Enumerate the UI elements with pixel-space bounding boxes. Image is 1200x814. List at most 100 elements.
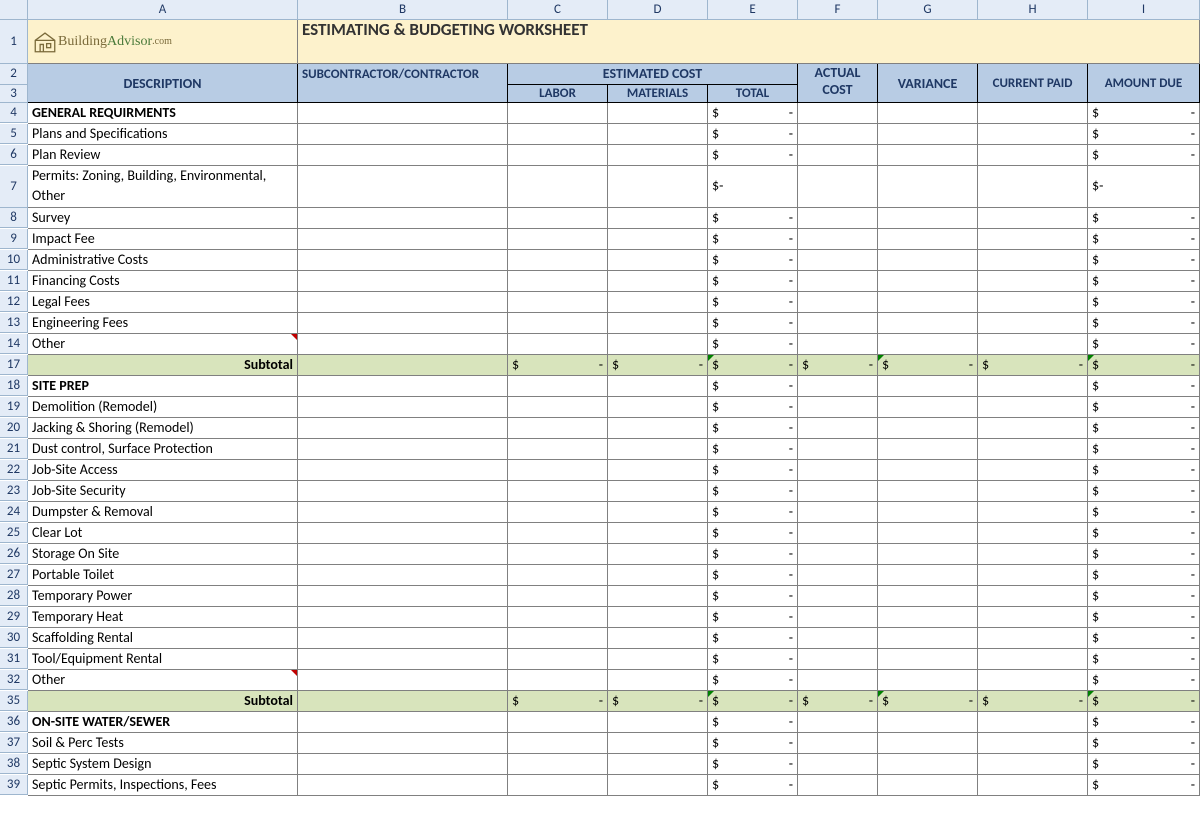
cell[interactable]: [298, 124, 508, 145]
cell[interactable]: [978, 334, 1088, 355]
cell[interactable]: [978, 292, 1088, 313]
cell[interactable]: [298, 691, 508, 712]
cell[interactable]: [878, 376, 978, 397]
row-header[interactable]: 27: [0, 565, 28, 585]
cell[interactable]: [608, 376, 708, 397]
cell[interactable]: [298, 523, 508, 544]
cell-money[interactable]: $-: [708, 607, 798, 628]
cell-description[interactable]: Subtotal: [28, 355, 298, 376]
worksheet-title[interactable]: ESTIMATING & BUDGETING WORKSHEET: [298, 20, 1200, 64]
cell[interactable]: [298, 292, 508, 313]
cell[interactable]: [298, 145, 508, 166]
cell[interactable]: [608, 628, 708, 649]
cell-description[interactable]: Other: [28, 334, 298, 355]
cell[interactable]: [978, 733, 1088, 754]
cell-money[interactable]: $-: [1088, 103, 1200, 124]
row-header[interactable]: 13: [0, 313, 28, 333]
cell-money[interactable]: $-: [708, 523, 798, 544]
cell[interactable]: [978, 166, 1088, 208]
row-header[interactable]: 32: [0, 670, 28, 690]
cell[interactable]: [608, 208, 708, 229]
row-header[interactable]: 20: [0, 418, 28, 438]
row-header[interactable]: 4: [0, 103, 28, 123]
cell-description[interactable]: Engineering Fees: [28, 313, 298, 334]
header-variance[interactable]: VARIANCE: [878, 64, 978, 103]
cell[interactable]: [978, 586, 1088, 607]
cell-money[interactable]: $-: [978, 691, 1088, 712]
cell[interactable]: [298, 712, 508, 733]
cell[interactable]: [978, 775, 1088, 796]
cell[interactable]: [878, 439, 978, 460]
cell-description[interactable]: Soil & Perc Tests: [28, 733, 298, 754]
row-header[interactable]: 2: [0, 64, 28, 85]
cell[interactable]: [508, 670, 608, 691]
cell-money[interactable]: $-: [708, 481, 798, 502]
cell-money[interactable]: $-: [708, 271, 798, 292]
cell[interactable]: [878, 481, 978, 502]
cell[interactable]: [878, 523, 978, 544]
cell-money[interactable]: $-: [1088, 565, 1200, 586]
cell[interactable]: [298, 586, 508, 607]
cell[interactable]: [978, 250, 1088, 271]
cell[interactable]: [608, 460, 708, 481]
cell[interactable]: [798, 565, 878, 586]
cell[interactable]: [608, 712, 708, 733]
cell-money[interactable]: $-: [1088, 691, 1200, 712]
cell[interactable]: [878, 607, 978, 628]
cell-money[interactable]: $-: [708, 628, 798, 649]
cell-money[interactable]: $-: [1088, 733, 1200, 754]
cell[interactable]: [798, 733, 878, 754]
cell-description[interactable]: Dumpster & Removal: [28, 502, 298, 523]
cell[interactable]: [608, 313, 708, 334]
cell-money[interactable]: $-: [708, 250, 798, 271]
cell-money[interactable]: $-: [1088, 208, 1200, 229]
cell-money[interactable]: $-: [708, 124, 798, 145]
cell[interactable]: [608, 418, 708, 439]
cell-money[interactable]: $-: [708, 649, 798, 670]
cell-money[interactable]: $-: [878, 355, 978, 376]
cell-money[interactable]: $-: [1088, 397, 1200, 418]
cell[interactable]: [798, 628, 878, 649]
header-subcontractor[interactable]: SUBCONTRACTOR/CONTRACTOR: [298, 64, 508, 103]
cell[interactable]: [978, 208, 1088, 229]
cell[interactable]: [508, 439, 608, 460]
cell[interactable]: [608, 103, 708, 124]
cell-money[interactable]: $-: [1088, 460, 1200, 481]
cell[interactable]: [298, 250, 508, 271]
cell[interactable]: [798, 502, 878, 523]
cell[interactable]: [508, 586, 608, 607]
cell-money[interactable]: $-: [508, 691, 608, 712]
row-header[interactable]: 7: [0, 166, 28, 208]
cell[interactable]: [608, 397, 708, 418]
cell[interactable]: [508, 775, 608, 796]
row-header[interactable]: 24: [0, 502, 28, 522]
cell[interactable]: [298, 565, 508, 586]
cell[interactable]: [508, 397, 608, 418]
column-header-G[interactable]: G: [878, 0, 978, 20]
cell-money[interactable]: $-: [708, 691, 798, 712]
cell-money[interactable]: $-: [1088, 523, 1200, 544]
cell-money[interactable]: $-: [708, 313, 798, 334]
cell[interactable]: [508, 418, 608, 439]
cell-description[interactable]: Job-Site Access: [28, 460, 298, 481]
cell-description[interactable]: Permits: Zoning, Building, Environmental…: [28, 166, 298, 208]
cell-money[interactable]: $-: [1088, 376, 1200, 397]
cell[interactable]: [978, 229, 1088, 250]
cell[interactable]: [798, 250, 878, 271]
brand-cell[interactable]: BuildingAdvisor.com: [28, 20, 298, 64]
cell-description[interactable]: Septic System Design: [28, 754, 298, 775]
cell-description[interactable]: Temporary Power: [28, 586, 298, 607]
cell[interactable]: [878, 271, 978, 292]
cell[interactable]: [878, 628, 978, 649]
cell-money[interactable]: $-: [708, 355, 798, 376]
cell[interactable]: [978, 271, 1088, 292]
cell[interactable]: [978, 649, 1088, 670]
cell[interactable]: [878, 544, 978, 565]
header-actual-cost[interactable]: ACTUAL COST: [798, 64, 878, 103]
header-labor[interactable]: LABOR: [508, 85, 608, 103]
cell-description[interactable]: ON-SITE WATER/SEWER: [28, 712, 298, 733]
cell[interactable]: [798, 334, 878, 355]
cell-money[interactable]: $-: [708, 439, 798, 460]
cell-money[interactable]: $-: [1088, 271, 1200, 292]
cell[interactable]: [508, 460, 608, 481]
